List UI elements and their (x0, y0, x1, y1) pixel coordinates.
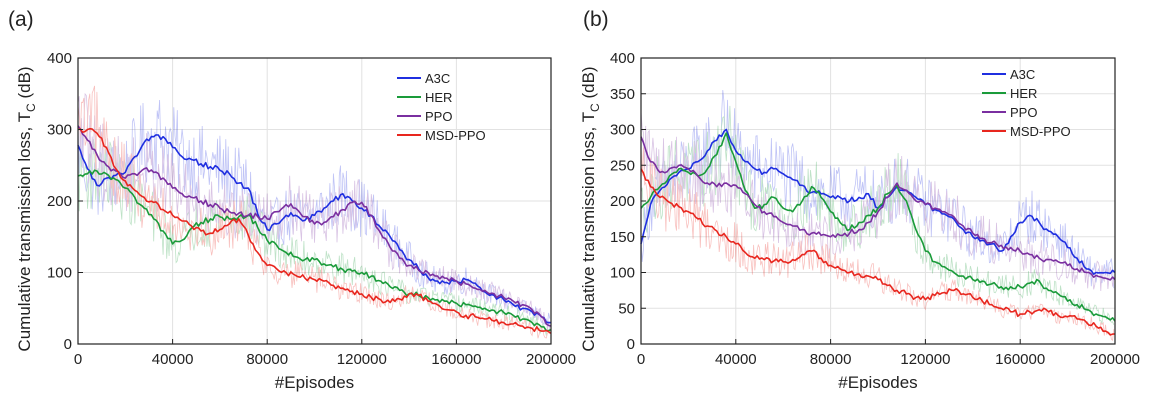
x-tick-label: 120000 (900, 351, 950, 368)
legend-label-ppo: PPO (1010, 105, 1037, 120)
legend-label-a3c: A3C (1010, 67, 1035, 82)
y-tick-label: 350 (610, 86, 635, 103)
y-tick-label: 250 (610, 157, 635, 174)
y-tick-label: 200 (610, 193, 635, 210)
x-tick-label: 200000 (1090, 351, 1140, 368)
x-tick-label: 160000 (995, 351, 1045, 368)
series-line-a3c (641, 130, 1115, 275)
x-tick-label: 200000 (526, 351, 576, 368)
y-axis-label-unit: (dB) (579, 66, 598, 103)
y-axis-label-subscript: C (588, 103, 602, 112)
y-tick-label: 300 (610, 122, 635, 139)
raw-traces (78, 86, 550, 338)
y-tick-label: 0 (627, 336, 635, 353)
x-axis-label: #Episodes (275, 373, 354, 392)
x-tick-label: 0 (74, 351, 82, 368)
y-tick-label: 50 (618, 300, 635, 317)
x-tick-label: 40000 (152, 351, 194, 368)
legend-label-msd-ppo: MSD-PPO (425, 128, 486, 143)
x-tick-label: 0 (637, 351, 645, 368)
panel-a: 0 40000 80000 120000 160000 200000 0 100 200 300 4… (8, 8, 576, 392)
y-tick-label: 300 (47, 122, 72, 139)
y-axis-label: Cumulative transmission loss, TC (dB) (579, 66, 602, 351)
y-tick-label: 100 (610, 265, 635, 282)
legend-label-msd-ppo: MSD-PPO (1010, 124, 1071, 139)
x-tick-label: 40000 (715, 351, 757, 368)
y-axis-label: Cumulative transmission loss, TC (dB) (15, 66, 38, 351)
y-axis-label-unit: (dB) (15, 66, 34, 103)
y-axis-label-main: Cumulative transmission loss, T (15, 112, 34, 352)
legend-label-her: HER (425, 90, 452, 105)
x-tick-label: 80000 (810, 351, 852, 368)
y-tick-label: 150 (610, 229, 635, 246)
series-raw-a3c (641, 90, 1114, 288)
panel-label: (b) (583, 8, 609, 31)
y-tick-label: 400 (610, 50, 635, 67)
y-tick-label: 100 (47, 265, 72, 282)
legend-label-a3c: A3C (425, 71, 450, 86)
y-tick-label: 0 (64, 336, 72, 353)
x-tick-label: 80000 (246, 351, 288, 368)
panel-b: 0 40000 80000 120000 160000 200000 0 50 100 150 20… (579, 8, 1140, 392)
legend-label-her: HER (1010, 86, 1037, 101)
y-tick-label: 400 (47, 50, 72, 67)
y-axis-label-subscript: C (24, 103, 38, 112)
x-axis-label: #Episodes (838, 373, 917, 392)
x-tick-label: 160000 (431, 351, 481, 368)
y-tick-label: 200 (47, 193, 72, 210)
y-axis-label-main: Cumulative transmission loss, T (579, 112, 598, 352)
series-raw-her (78, 139, 550, 335)
legend: A3C HER PPO MSD-PPO (982, 67, 1071, 139)
legend: A3C HER PPO MSD-PPO (397, 71, 486, 143)
legend-label-ppo: PPO (425, 109, 452, 124)
panel-label: (a) (8, 8, 34, 31)
x-tick-label: 120000 (337, 351, 387, 368)
